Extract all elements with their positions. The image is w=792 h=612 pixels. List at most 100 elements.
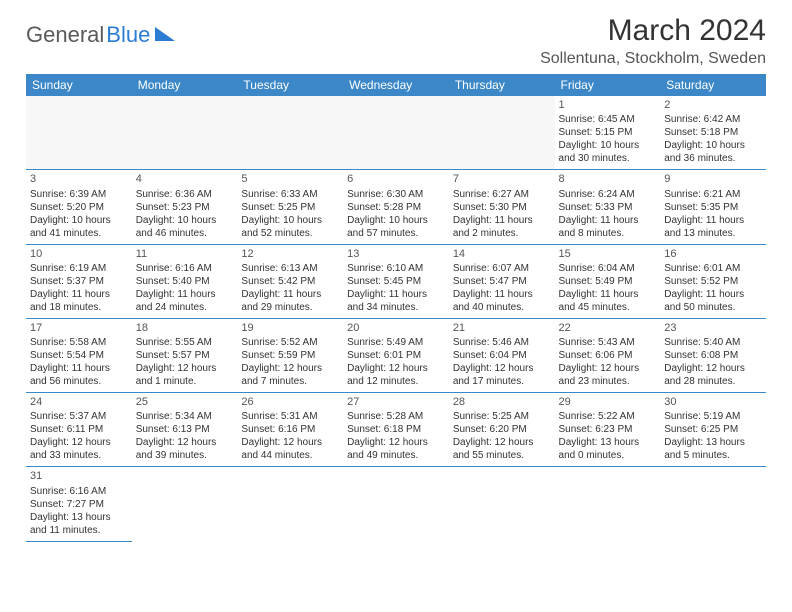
day-number: 6 xyxy=(347,172,445,186)
calendar-cell: 9Sunrise: 6:21 AMSunset: 5:35 PMDaylight… xyxy=(660,170,766,244)
calendar-row: 17Sunrise: 5:58 AMSunset: 5:54 PMDayligh… xyxy=(26,318,766,392)
day-number: 10 xyxy=(30,247,128,261)
day-number: 18 xyxy=(136,321,234,335)
calendar-cell: 18Sunrise: 5:55 AMSunset: 5:57 PMDayligh… xyxy=(132,318,238,392)
logo-text-gray: General xyxy=(26,22,104,48)
day-number: 31 xyxy=(30,469,128,483)
sunset-text: Sunset: 6:23 PM xyxy=(559,423,657,436)
sunrise-text: Sunrise: 6:16 AM xyxy=(136,262,234,275)
daylight-text: Daylight: 11 hours and 34 minutes. xyxy=(347,288,445,314)
day-number: 22 xyxy=(559,321,657,335)
logo-flag-icon xyxy=(155,27,175,41)
calendar-cell: 14Sunrise: 6:07 AMSunset: 5:47 PMDayligh… xyxy=(449,244,555,318)
sunset-text: Sunset: 5:45 PM xyxy=(347,275,445,288)
sunrise-text: Sunrise: 5:55 AM xyxy=(136,336,234,349)
calendar-cell: 6 Sunrise: 6:30 AMSunset: 5:28 PMDaylight… xyxy=(343,170,449,244)
daylight-text: Daylight: 12 hours and 39 minutes. xyxy=(136,436,234,462)
calendar-cell: 20Sunrise: 5:49 AMSunset: 6:01 PMDayligh… xyxy=(343,318,449,392)
calendar-cell xyxy=(237,96,343,170)
calendar-cell: 23Sunrise: 5:40 AMSunset: 6:08 PMDayligh… xyxy=(660,318,766,392)
calendar-cell: 24Sunrise: 5:37 AMSunset: 6:11 PMDayligh… xyxy=(26,393,132,467)
sunset-text: Sunset: 5:23 PM xyxy=(136,201,234,214)
calendar-cell: 16Sunrise: 6:01 AMSunset: 5:52 PMDayligh… xyxy=(660,244,766,318)
day-number: 30 xyxy=(664,395,762,409)
daylight-text: Daylight: 12 hours and 23 minutes. xyxy=(559,362,657,388)
sunset-text: Sunset: 6:11 PM xyxy=(30,423,128,436)
sunrise-text: Sunrise: 6:30 AM xyxy=(347,188,445,201)
sunrise-text: Sunrise: 5:19 AM xyxy=(664,410,762,423)
day-number: 9 xyxy=(664,172,762,186)
day-number: 8 xyxy=(559,172,657,186)
sunrise-text: Sunrise: 5:34 AM xyxy=(136,410,234,423)
daylight-text: Daylight: 12 hours and 1 minute. xyxy=(136,362,234,388)
day-number: 23 xyxy=(664,321,762,335)
sunset-text: Sunset: 6:13 PM xyxy=(136,423,234,436)
calendar-cell: 29Sunrise: 5:22 AMSunset: 6:23 PMDayligh… xyxy=(555,393,661,467)
calendar-cell: 15Sunrise: 6:04 AMSunset: 5:49 PMDayligh… xyxy=(555,244,661,318)
weekday-header: Monday xyxy=(132,74,238,96)
calendar-cell: 13Sunrise: 6:10 AMSunset: 5:45 PMDayligh… xyxy=(343,244,449,318)
daylight-text: Daylight: 13 hours and 5 minutes. xyxy=(664,436,762,462)
month-title: March 2024 xyxy=(540,14,766,48)
calendar-cell: 28Sunrise: 5:25 AMSunset: 6:20 PMDayligh… xyxy=(449,393,555,467)
daylight-text: Daylight: 11 hours and 45 minutes. xyxy=(559,288,657,314)
calendar-row: 31Sunrise: 6:16 AMSunset: 7:27 PMDayligh… xyxy=(26,467,766,541)
sunset-text: Sunset: 5:30 PM xyxy=(453,201,551,214)
sunset-text: Sunset: 5:15 PM xyxy=(559,126,657,139)
weekday-header: Sunday xyxy=(26,74,132,96)
header: GeneralBlue March 2024 Sollentuna, Stock… xyxy=(26,14,766,68)
title-block: March 2024 Sollentuna, Stockholm, Sweden xyxy=(540,14,766,68)
sunrise-text: Sunrise: 5:31 AM xyxy=(241,410,339,423)
sunset-text: Sunset: 5:35 PM xyxy=(664,201,762,214)
day-number: 7 xyxy=(453,172,551,186)
calendar-row: 3Sunrise: 6:39 AMSunset: 5:20 PMDaylight… xyxy=(26,170,766,244)
sunrise-text: Sunrise: 5:28 AM xyxy=(347,410,445,423)
daylight-text: Daylight: 11 hours and 8 minutes. xyxy=(559,214,657,240)
daylight-text: Daylight: 11 hours and 2 minutes. xyxy=(453,214,551,240)
sunset-text: Sunset: 5:52 PM xyxy=(664,275,762,288)
calendar-row: 1Sunrise: 6:45 AMSunset: 5:15 PMDaylight… xyxy=(26,96,766,170)
day-number: 21 xyxy=(453,321,551,335)
sunrise-text: Sunrise: 5:22 AM xyxy=(559,410,657,423)
calendar-row: 10Sunrise: 6:19 AMSunset: 5:37 PM Dayligh… xyxy=(26,244,766,318)
daylight-text: Daylight: 12 hours and 33 minutes. xyxy=(30,436,128,462)
sunset-text: Sunset: 6:25 PM xyxy=(664,423,762,436)
daylight-text: Daylight: 12 hours and 44 minutes. xyxy=(241,436,339,462)
calendar-cell xyxy=(26,96,132,170)
sunrise-text: Sunrise: 6:27 AM xyxy=(453,188,551,201)
sunset-text: Sunset: 7:27 PM xyxy=(30,498,128,511)
logo: GeneralBlue xyxy=(26,22,175,48)
calendar-cell: 26Sunrise: 5:31 AMSunset: 6:16 PMDayligh… xyxy=(237,393,343,467)
day-number: 25 xyxy=(136,395,234,409)
sunset-text: Sunset: 6:08 PM xyxy=(664,349,762,362)
daylight-text: Daylight: 12 hours and 7 minutes. xyxy=(241,362,339,388)
sunset-text: Sunset: 6:16 PM xyxy=(241,423,339,436)
calendar-cell xyxy=(449,467,555,541)
day-number: 13 xyxy=(347,247,445,261)
sunrise-text: Sunrise: 6:36 AM xyxy=(136,188,234,201)
day-number: 5 xyxy=(241,172,339,186)
calendar-cell: 31Sunrise: 6:16 AMSunset: 7:27 PMDayligh… xyxy=(26,467,132,541)
sunset-text: Sunset: 5:28 PM xyxy=(347,201,445,214)
daylight-text: Daylight: 10 hours and 52 minutes. xyxy=(241,214,339,240)
sunset-text: Sunset: 5:57 PM xyxy=(136,349,234,362)
day-number: 1 xyxy=(559,98,657,112)
sunrise-text: Sunrise: 5:43 AM xyxy=(559,336,657,349)
calendar-cell xyxy=(343,96,449,170)
sunset-text: Sunset: 5:59 PM xyxy=(241,349,339,362)
sunset-text: Sunset: 5:37 PM xyxy=(30,275,128,288)
sunrise-text: Sunrise: 6:19 AM xyxy=(30,262,128,275)
sunset-text: Sunset: 6:20 PM xyxy=(453,423,551,436)
daylight-text: Daylight: 10 hours and 30 minutes. xyxy=(559,139,657,165)
day-number: 20 xyxy=(347,321,445,335)
calendar-cell: 19Sunrise: 5:52 AMSunset: 5:59 PMDayligh… xyxy=(237,318,343,392)
daylight-text: Daylight: 12 hours and 55 minutes. xyxy=(453,436,551,462)
sunset-text: Sunset: 5:20 PM xyxy=(30,201,128,214)
calendar-row: 24Sunrise: 5:37 AMSunset: 6:11 PMDayligh… xyxy=(26,393,766,467)
sunrise-text: Sunrise: 6:13 AM xyxy=(241,262,339,275)
daylight-text: Daylight: 13 hours and 0 minutes. xyxy=(559,436,657,462)
daylight-text: Daylight: 10 hours and 57 minutes. xyxy=(347,214,445,240)
calendar-cell: 27Sunrise: 5:28 AMSunset: 6:18 PMDayligh… xyxy=(343,393,449,467)
weekday-header: Tuesday xyxy=(237,74,343,96)
daylight-text: Daylight: 12 hours and 17 minutes. xyxy=(453,362,551,388)
